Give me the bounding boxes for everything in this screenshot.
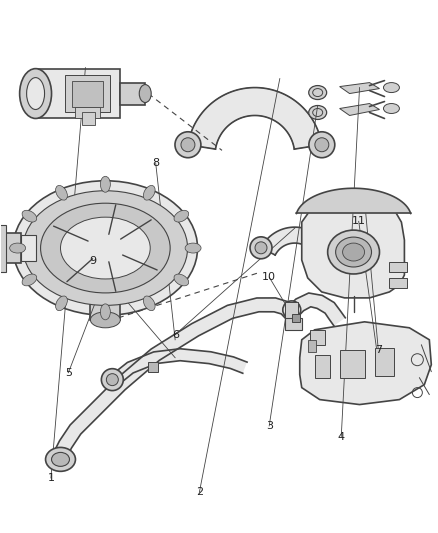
Polygon shape	[285, 318, 302, 330]
Text: 2: 2	[196, 487, 203, 497]
Polygon shape	[286, 293, 345, 326]
Polygon shape	[0, 233, 21, 263]
Text: 5: 5	[65, 368, 72, 378]
Text: 11: 11	[352, 216, 366, 227]
Text: 10: 10	[262, 272, 276, 282]
Polygon shape	[35, 69, 120, 118]
Text: 8: 8	[152, 158, 159, 168]
Polygon shape	[0, 225, 6, 272]
Ellipse shape	[174, 211, 189, 222]
Polygon shape	[389, 262, 407, 272]
Ellipse shape	[143, 185, 155, 200]
Ellipse shape	[309, 86, 327, 100]
Ellipse shape	[41, 203, 170, 293]
Polygon shape	[188, 87, 322, 149]
Polygon shape	[72, 80, 103, 107]
Ellipse shape	[23, 191, 187, 305]
Ellipse shape	[255, 242, 267, 254]
Ellipse shape	[139, 85, 151, 102]
Ellipse shape	[106, 374, 118, 385]
Polygon shape	[302, 200, 404, 298]
Ellipse shape	[250, 237, 272, 259]
Ellipse shape	[27, 78, 45, 109]
Polygon shape	[374, 348, 395, 376]
Polygon shape	[339, 83, 379, 94]
Ellipse shape	[52, 453, 70, 466]
Polygon shape	[21, 235, 35, 261]
Ellipse shape	[181, 138, 195, 152]
Polygon shape	[82, 112, 95, 125]
Polygon shape	[339, 350, 364, 378]
Text: 3: 3	[266, 421, 273, 431]
Ellipse shape	[100, 176, 110, 192]
Ellipse shape	[10, 243, 25, 253]
Ellipse shape	[22, 274, 37, 286]
Polygon shape	[54, 298, 297, 457]
Ellipse shape	[46, 447, 75, 471]
Ellipse shape	[185, 243, 201, 253]
Ellipse shape	[60, 217, 150, 279]
Ellipse shape	[343, 243, 364, 261]
Polygon shape	[90, 283, 120, 320]
Ellipse shape	[283, 301, 301, 319]
Polygon shape	[300, 322, 431, 405]
Ellipse shape	[90, 312, 120, 328]
Text: 6: 6	[172, 329, 179, 340]
Ellipse shape	[384, 83, 399, 93]
Polygon shape	[310, 330, 325, 345]
Polygon shape	[261, 227, 332, 263]
Polygon shape	[389, 278, 407, 288]
Polygon shape	[66, 75, 110, 112]
Ellipse shape	[101, 369, 124, 391]
Text: 4: 4	[338, 432, 345, 441]
Ellipse shape	[13, 181, 198, 316]
Ellipse shape	[56, 185, 67, 200]
Polygon shape	[339, 103, 379, 116]
Ellipse shape	[22, 211, 37, 222]
Polygon shape	[75, 107, 100, 118]
Polygon shape	[112, 349, 247, 384]
Ellipse shape	[20, 69, 52, 118]
Ellipse shape	[100, 304, 110, 320]
Ellipse shape	[174, 274, 189, 286]
Polygon shape	[297, 188, 411, 214]
Ellipse shape	[56, 296, 67, 311]
Polygon shape	[308, 340, 316, 352]
Polygon shape	[285, 302, 298, 318]
Polygon shape	[120, 83, 145, 104]
Text: 1: 1	[47, 473, 54, 483]
Text: 9: 9	[89, 256, 96, 266]
Ellipse shape	[336, 237, 371, 267]
Ellipse shape	[309, 106, 327, 119]
Text: 7: 7	[375, 345, 382, 356]
Ellipse shape	[175, 132, 201, 158]
Ellipse shape	[309, 132, 335, 158]
Ellipse shape	[384, 103, 399, 114]
Polygon shape	[148, 362, 158, 372]
Polygon shape	[314, 355, 330, 378]
Ellipse shape	[143, 296, 155, 311]
Ellipse shape	[315, 138, 329, 152]
Ellipse shape	[328, 230, 379, 274]
Polygon shape	[292, 314, 300, 322]
